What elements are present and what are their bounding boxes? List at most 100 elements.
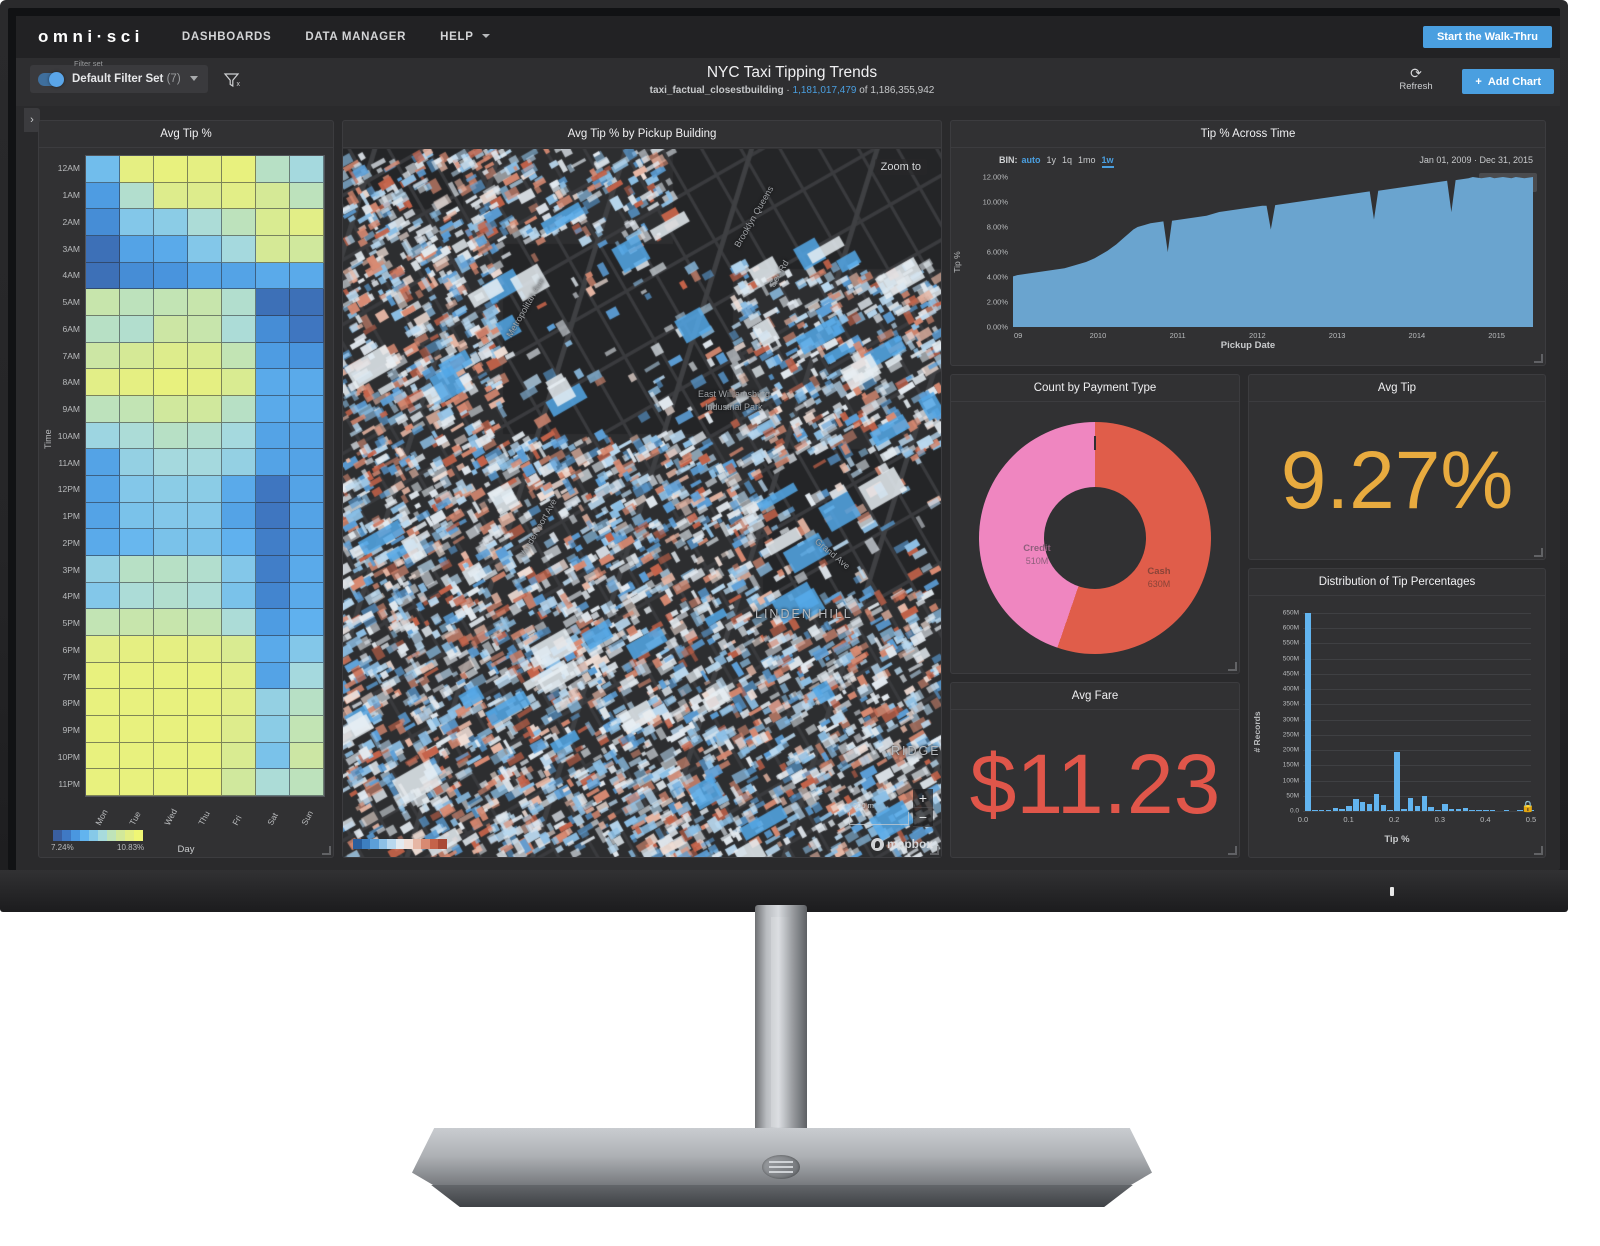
heatmap-cell[interactable] — [154, 342, 188, 370]
heatmap-cell[interactable] — [290, 369, 324, 396]
heatmap-cell[interactable] — [154, 662, 188, 690]
heatmap-cell[interactable] — [86, 502, 120, 530]
histogram-bar[interactable] — [1353, 798, 1359, 811]
histogram-bar[interactable] — [1394, 751, 1400, 811]
heatmap-cell[interactable] — [290, 422, 324, 450]
heatmap-cell[interactable] — [86, 662, 120, 690]
lock-icon[interactable]: 🔒 — [1521, 801, 1535, 813]
heatmap-cell[interactable] — [256, 715, 290, 743]
heatmap-cell[interactable] — [86, 582, 120, 610]
map-zoom-out-button[interactable]: − — [913, 808, 933, 827]
heatmap-grid[interactable] — [85, 155, 325, 797]
heatmap-cell[interactable] — [222, 235, 256, 263]
heatmap-cell[interactable] — [188, 156, 222, 183]
heatmap-cell[interactable] — [120, 689, 154, 716]
heatmap-cell[interactable] — [120, 742, 154, 770]
histogram-bar[interactable] — [1407, 797, 1414, 811]
histogram-bar[interactable] — [1373, 794, 1380, 811]
heatmap-cell[interactable] — [256, 582, 290, 610]
heatmap-cell[interactable] — [120, 235, 154, 263]
heatmap-cell[interactable] — [188, 369, 222, 396]
heatmap-cell[interactable] — [120, 529, 154, 556]
heatmap-cell[interactable] — [256, 182, 290, 210]
histogram-bar[interactable] — [1489, 809, 1496, 811]
heatmap-cell[interactable] — [256, 689, 290, 716]
histogram-bar[interactable] — [1483, 809, 1489, 811]
heatmap-cell[interactable] — [188, 582, 222, 610]
heatmap-cell[interactable] — [188, 715, 222, 743]
histogram-bar[interactable] — [1380, 804, 1386, 811]
heatmap-cell[interactable] — [256, 342, 290, 370]
heatmap-cell[interactable] — [86, 182, 120, 210]
heatmap-cell[interactable] — [290, 502, 324, 530]
heatmap-cell[interactable] — [86, 315, 120, 343]
histogram-bar[interactable] — [1462, 808, 1469, 811]
heatmap-cell[interactable] — [120, 209, 154, 236]
heatmap-cell[interactable] — [222, 742, 256, 770]
heatmap-cell[interactable] — [222, 369, 256, 396]
histogram-bar[interactable] — [1346, 806, 1352, 811]
heatmap-cell[interactable] — [120, 582, 154, 610]
histogram-bar[interactable] — [1401, 809, 1407, 811]
heatmap-cell[interactable] — [222, 769, 256, 796]
heatmap-cell[interactable] — [86, 342, 120, 370]
nav-link-help[interactable]: HELP — [440, 31, 491, 43]
nav-link-data-manager[interactable]: DATA MANAGER — [305, 31, 406, 43]
heatmap-cell[interactable] — [120, 422, 154, 450]
heatmap-cell[interactable] — [290, 262, 324, 290]
heatmap-cell[interactable] — [86, 555, 120, 583]
histogram-bar[interactable] — [1360, 802, 1366, 811]
start-walkthru-button[interactable]: Start the Walk-Thru — [1422, 26, 1552, 48]
heatmap-cell[interactable] — [188, 235, 222, 263]
histogram-bar[interactable] — [1305, 613, 1311, 811]
heatmap-cell[interactable] — [120, 635, 154, 663]
heatmap-cell[interactable] — [120, 555, 154, 583]
heatmap-cell[interactable] — [188, 742, 222, 770]
heatmap-cell[interactable] — [222, 289, 256, 316]
payment-donut-chart[interactable] — [979, 422, 1211, 654]
heatmap-cell[interactable] — [256, 769, 290, 796]
heatmap-cell[interactable] — [222, 635, 256, 663]
heatmap-cell[interactable] — [256, 475, 290, 503]
heatmap-cell[interactable] — [154, 529, 188, 556]
heatmap-cell[interactable] — [256, 449, 290, 476]
heatmap-cell[interactable] — [154, 475, 188, 503]
heatmap-cell[interactable] — [256, 156, 290, 183]
heatmap-cell[interactable] — [222, 422, 256, 450]
bin-option-1y[interactable]: 1y — [1046, 155, 1057, 165]
heatmap-cell[interactable] — [188, 209, 222, 236]
histogram-plot[interactable]: 0.0 50M 100M 150M 200M 250M 300M 350M 400M 450M 50… — [1283, 610, 1536, 825]
heatmap-cell[interactable] — [290, 769, 324, 796]
heatmap-cell[interactable] — [154, 715, 188, 743]
heatmap-cell[interactable] — [256, 635, 290, 663]
histogram-bar[interactable] — [1435, 809, 1441, 811]
histogram-bar[interactable] — [1448, 809, 1455, 811]
sidebar-expand-button[interactable]: › — [24, 108, 40, 132]
heatmap-cell[interactable] — [256, 555, 290, 583]
heatmap-cell[interactable] — [290, 235, 324, 263]
histogram-bar[interactable] — [1387, 809, 1393, 811]
heatmap-cell[interactable] — [222, 262, 256, 290]
map-canvas[interactable]: East Williamsburg Industrial Park LINDEN H… — [343, 149, 941, 857]
heatmap-cell[interactable] — [290, 635, 324, 663]
heatmap-cell[interactable] — [222, 609, 256, 636]
histogram-bar[interactable] — [1455, 808, 1462, 811]
heatmap-cell[interactable] — [86, 369, 120, 396]
heatmap-cell[interactable] — [290, 475, 324, 503]
heatmap-cell[interactable] — [222, 182, 256, 210]
heatmap-cell[interactable] — [222, 555, 256, 583]
heatmap-cell[interactable] — [154, 609, 188, 636]
heatmap-cell[interactable] — [290, 742, 324, 770]
heatmap-cell[interactable] — [120, 182, 154, 210]
panel-resize-handle[interactable] — [1534, 846, 1543, 855]
heatmap-cell[interactable] — [188, 262, 222, 290]
heatmap-cell[interactable] — [290, 689, 324, 716]
heatmap-cell[interactable] — [86, 529, 120, 556]
heatmap-cell[interactable] — [290, 449, 324, 476]
heatmap-cell[interactable] — [154, 449, 188, 476]
heatmap-cell[interactable] — [86, 689, 120, 716]
heatmap-cell[interactable] — [120, 662, 154, 690]
histogram-bar[interactable] — [1528, 809, 1535, 811]
heatmap-cell[interactable] — [222, 715, 256, 743]
heatmap-cell[interactable] — [188, 555, 222, 583]
